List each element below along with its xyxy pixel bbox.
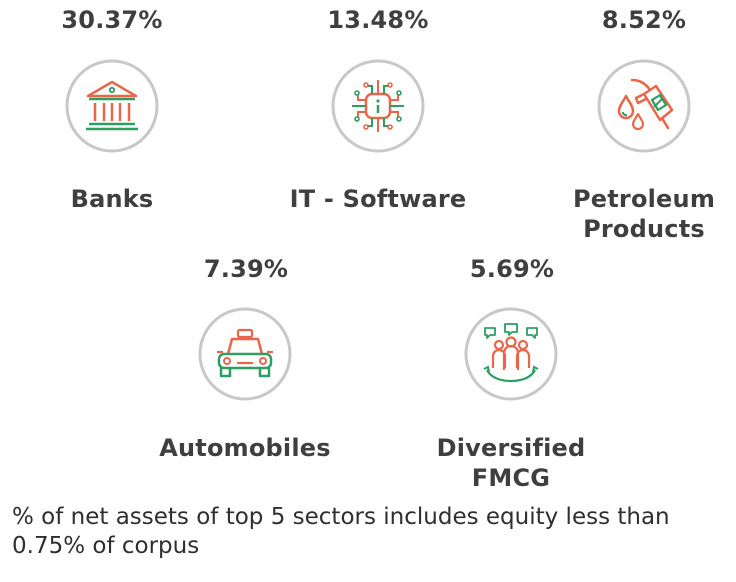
sector-percent-it-software: 13.48% <box>327 6 429 34</box>
sector-percent-petroleum-products: 8.52% <box>601 6 687 34</box>
sector-percent-banks: 30.37% <box>61 6 163 34</box>
sector-name-diversified-fmcg: Diversified FMCG <box>421 433 601 493</box>
people-group-icon <box>463 306 559 402</box>
fuel-nozzle-icon <box>596 58 692 154</box>
sector-percent-diversified-fmcg: 5.69% <box>469 255 555 283</box>
sector-name-line-1: Petroleum <box>572 185 716 213</box>
car-icon <box>197 306 293 402</box>
sector-percent-automobiles: 7.39% <box>203 255 289 283</box>
sector-name-banks: Banks <box>70 185 154 213</box>
circuit-chip-icon <box>330 58 426 154</box>
sector-name-line-2: Products <box>583 215 705 243</box>
footnote: % of net assets of top 5 sectors include… <box>12 504 670 559</box>
sector-name-automobiles: Automobiles <box>159 434 331 462</box>
sector-name-line-1: Diversified <box>436 434 586 462</box>
sector-name-line-2: FMCG <box>471 464 551 492</box>
sector-name-it-software: IT - Software <box>289 185 467 213</box>
sector-name-petroleum-products: Petroleum Products <box>554 184 734 244</box>
bank-building-icon <box>64 58 160 154</box>
